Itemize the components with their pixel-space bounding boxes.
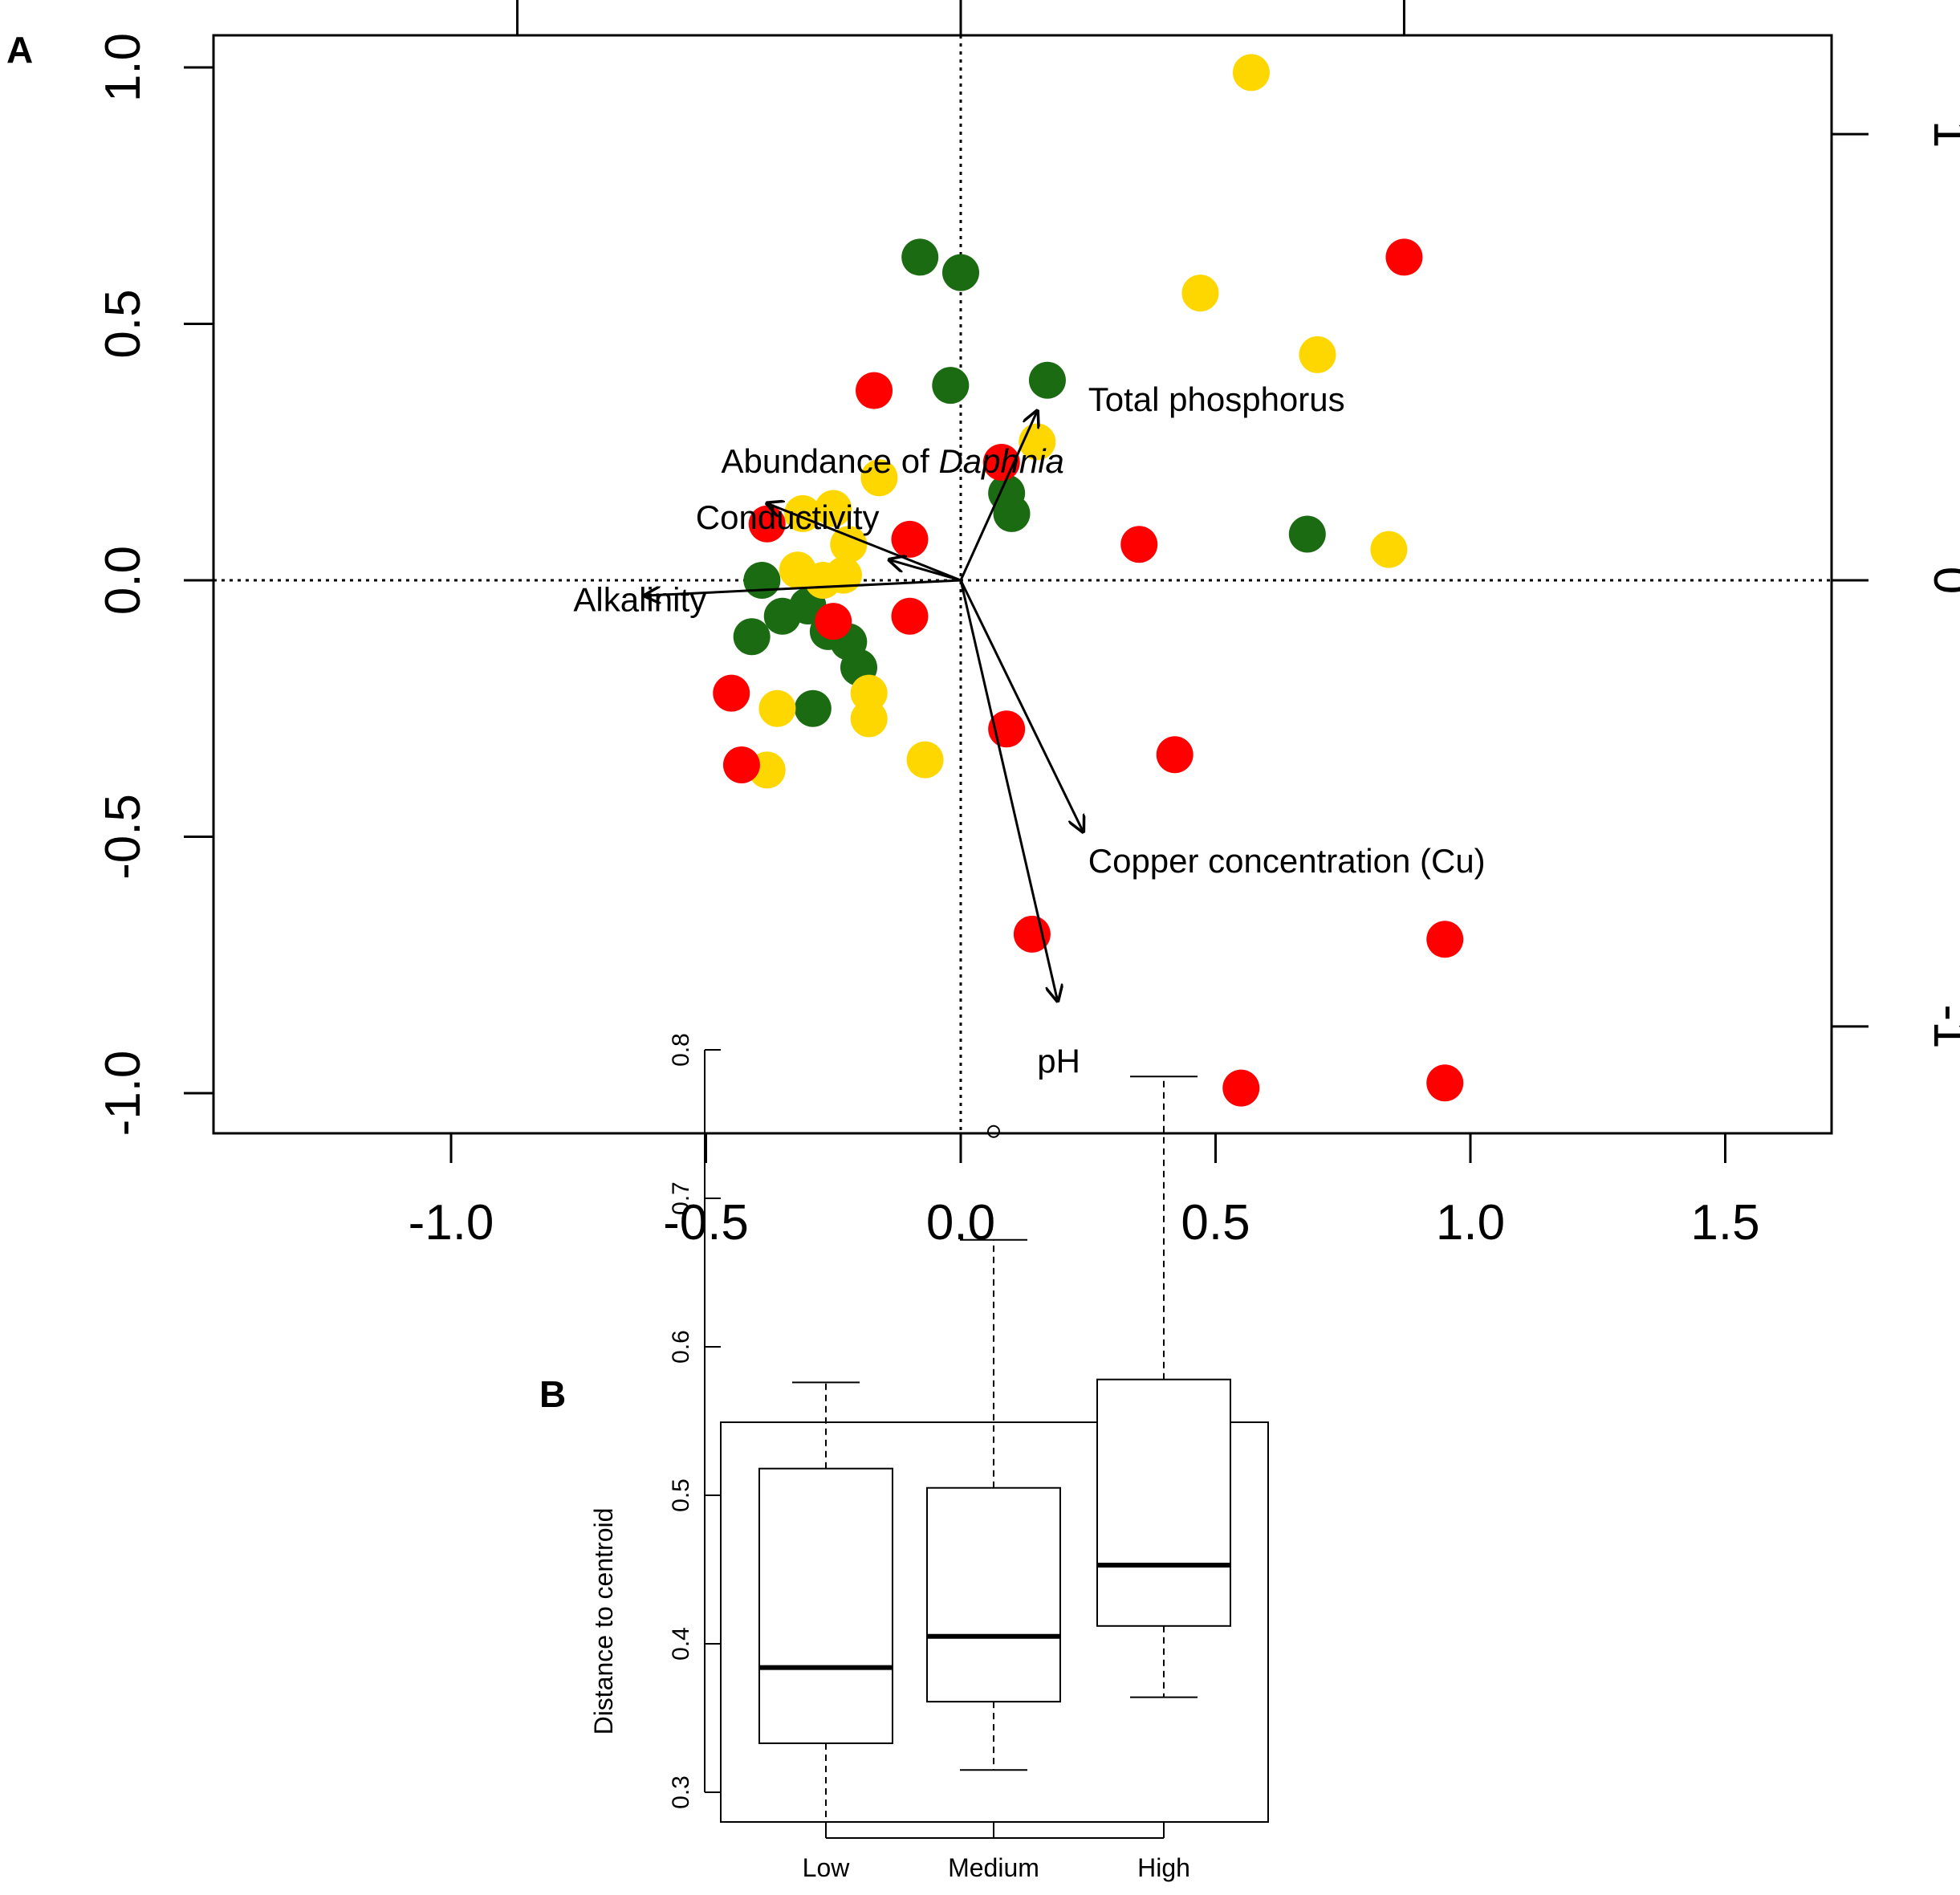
point-low	[794, 689, 832, 727]
vector-label-text: Abundance of	[722, 442, 939, 480]
y-tick-label: 1.0	[96, 33, 151, 102]
vector-arrow-abundance-of-daphnia	[767, 503, 962, 582]
point-high	[1385, 238, 1423, 276]
right-tick-label: -1	[1923, 1004, 1960, 1048]
vector-arrow-conductivity	[889, 559, 962, 582]
x-tick-label: -0.5	[663, 1195, 749, 1250]
vector-label-italic: Daphnia	[938, 442, 1063, 480]
point-low	[743, 562, 781, 599]
point-medium	[784, 494, 822, 532]
box-medium	[926, 1486, 1061, 1703]
point-medium	[758, 689, 796, 727]
point-high	[988, 710, 1026, 748]
vector-label-copper-concentration-cu: Copper concentration (Cu)	[1088, 842, 1486, 880]
point-high	[713, 674, 750, 712]
point-low	[1028, 361, 1066, 399]
point-high	[722, 746, 760, 784]
right-tick-label: 1	[1923, 120, 1960, 148]
point-medium	[815, 490, 852, 527]
box-y-axis-label: Distance to centroid	[589, 1508, 618, 1735]
x-tick-label: 1.5	[1690, 1195, 1759, 1250]
box-high	[1096, 1378, 1231, 1627]
panel-a-label: A	[6, 29, 33, 71]
point-high	[1426, 1064, 1464, 1102]
point-high	[891, 597, 929, 635]
y-tick-label: 0.0	[96, 546, 151, 615]
point-medium	[1370, 531, 1408, 568]
point-low	[901, 238, 939, 276]
box-y-tick-label: 0.4	[668, 1627, 694, 1661]
box-x-tick-label: Medium	[948, 1853, 1039, 1882]
x-tick-label: -1.0	[409, 1195, 494, 1250]
point-high	[1426, 921, 1464, 958]
box-low	[758, 1467, 893, 1744]
y-tick-label: 0.5	[96, 289, 151, 358]
box-y-tick-label: 0.3	[668, 1775, 694, 1809]
ordination-plot: -1.0 -0.5 0.0 0.5 1.0 1.5 1.0 0.5 0.0 -0.5 -1.0 1 0 -…	[96, 0, 1960, 1250]
point-medium	[1181, 274, 1219, 312]
point-low	[993, 494, 1031, 532]
point-low	[942, 254, 979, 291]
point-high	[815, 603, 852, 640]
point-high	[891, 520, 929, 558]
vector-arrow-total-phosphorus	[959, 411, 1037, 581]
x-tick-label: 1.0	[1436, 1195, 1505, 1250]
vector-arrow-alkalinity	[645, 579, 962, 596]
outlier-medium	[987, 1124, 1000, 1138]
y-tick-label: -0.5	[96, 794, 151, 880]
point-high	[1222, 1069, 1260, 1107]
point-medium	[1232, 54, 1270, 91]
point-low	[932, 367, 970, 405]
point-medium	[850, 700, 888, 738]
vector-label-conductivity: Conductivity	[696, 498, 880, 536]
panel-b-label: B	[539, 1373, 566, 1415]
point-medium	[860, 459, 898, 497]
point-medium	[1299, 335, 1336, 373]
x-tick-label: 0.0	[926, 1195, 995, 1250]
box-y-tick-label: 0.8	[668, 1033, 694, 1067]
point-medium	[824, 556, 862, 594]
plot-frame	[212, 34, 1833, 1135]
point-high	[1120, 526, 1158, 563]
vector-label-alkalinity: Alkalinity	[573, 580, 706, 618]
box-y-tick-label: 0.7	[668, 1181, 694, 1215]
vector-arrow-copper-concentration-cu	[959, 579, 1083, 832]
point-medium	[850, 674, 888, 712]
point-low	[1288, 515, 1326, 553]
right-tick-label: 0	[1923, 567, 1960, 594]
box-y-tick-label: 0.5	[668, 1478, 694, 1512]
point-low	[733, 618, 771, 656]
point-high	[1156, 736, 1193, 774]
point-medium	[830, 526, 868, 563]
vector-label-abundance-of-daphnia: Abundance of Daphnia	[722, 442, 1064, 480]
vector-label-total-phosphorus: Total phosphorus	[1088, 380, 1345, 418]
point-medium	[906, 741, 944, 779]
point-high	[856, 372, 893, 409]
boxplot: 0.3 0.4 0.5 0.6 0.7 0.8 Distance to centroid Lo…	[589, 1033, 1269, 1882]
box-x-tick-label: High	[1137, 1853, 1190, 1882]
y-tick-label: -1.0	[96, 1051, 151, 1137]
vector-label-ph: pH	[1037, 1042, 1080, 1080]
box-x-tick-label: Low	[803, 1853, 851, 1882]
x-tick-label: 0.5	[1181, 1195, 1250, 1250]
vector-arrow-ph	[959, 579, 1058, 1001]
box-y-tick-label: 0.6	[668, 1330, 694, 1364]
